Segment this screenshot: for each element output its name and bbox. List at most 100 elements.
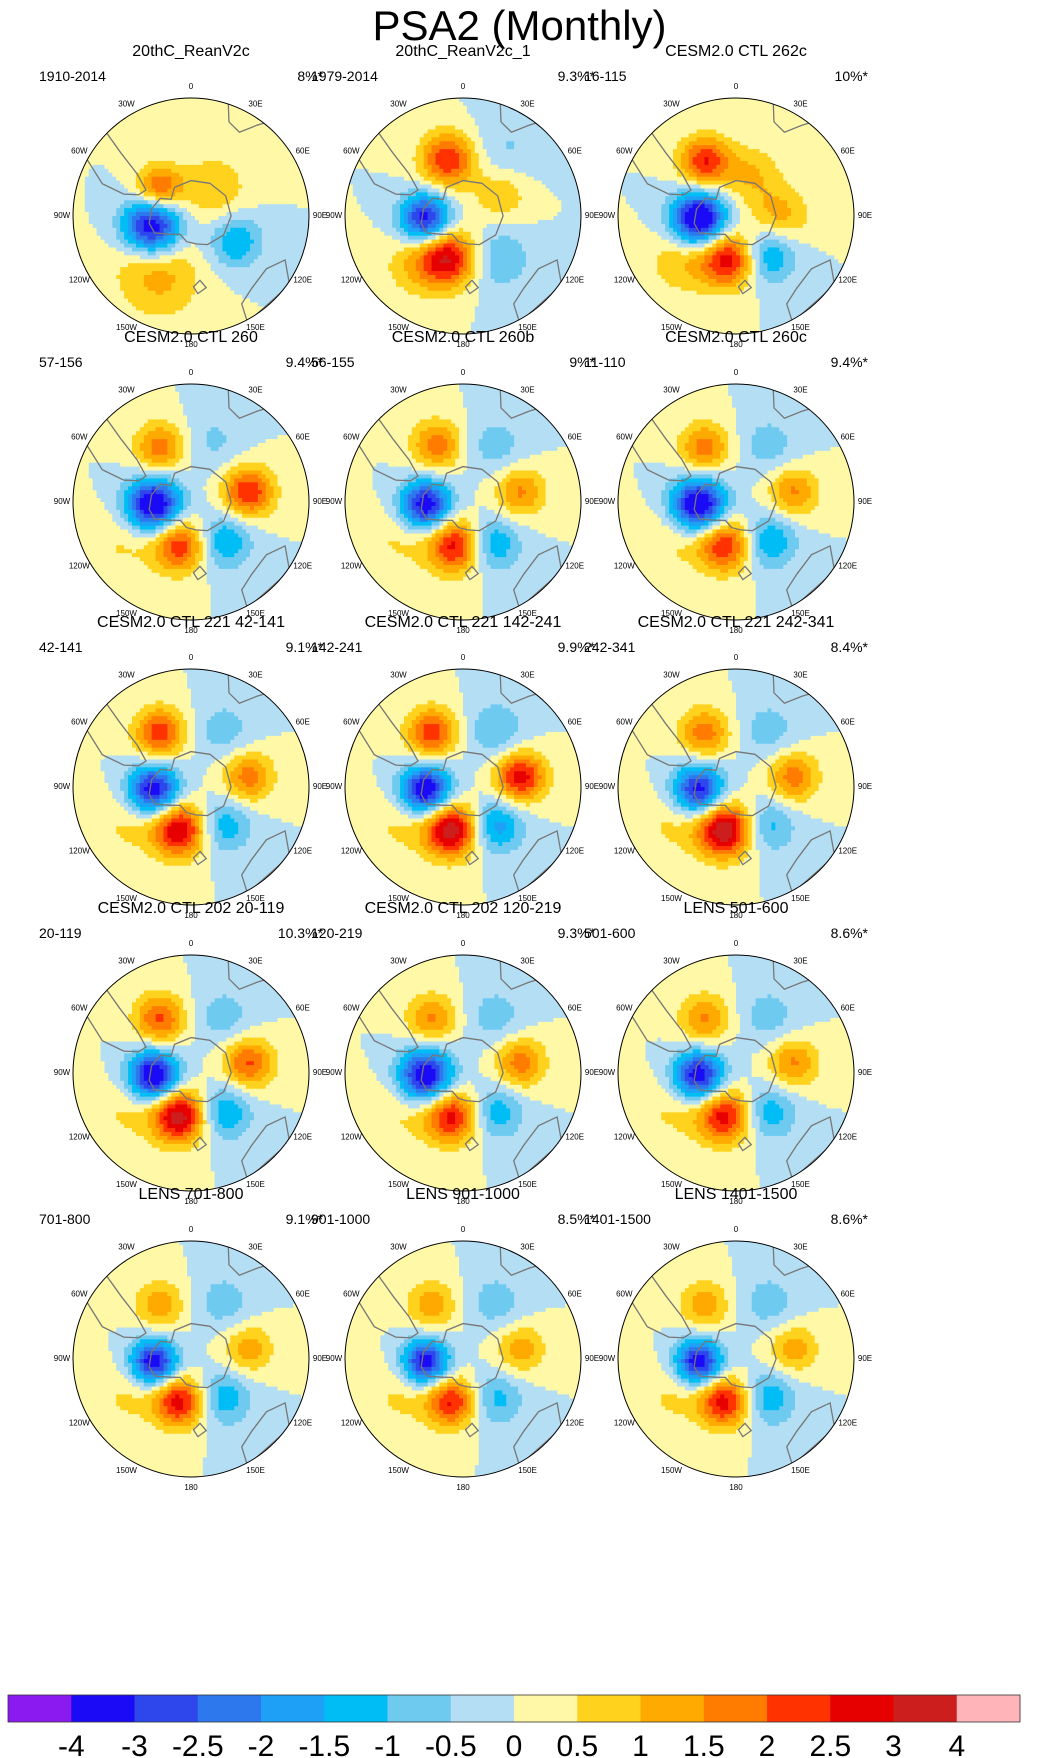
longitude-tick-label: 150W (661, 894, 682, 903)
panel-variance: 10.3%* (278, 925, 324, 941)
longitude-tick-label: 60E (568, 433, 582, 442)
longitude-tick-label: 150W (116, 1466, 137, 1475)
panel-variance: 8.4%* (831, 639, 869, 655)
longitude-tick-label: 30E (793, 670, 807, 679)
panel-period: 1401-1500 (584, 1211, 651, 1227)
map-panel: CESM2.0 CTL 221 42-141 42-141 9.1%* 0 30E 60E… (39, 614, 327, 920)
longitude-tick-label: 30E (793, 956, 807, 965)
antarctica-coast (420, 750, 504, 817)
longitude-tick-label: 0 (189, 1225, 194, 1234)
colorbar-swatch (703, 1695, 768, 1722)
longitude-tick-label: 120W (69, 276, 90, 285)
field-raster (618, 1241, 854, 1477)
colorbar-label: 1 (632, 1730, 649, 1758)
panel-period: 11-110 (584, 354, 626, 370)
panel-title: LENS 1401-1500 (675, 1186, 798, 1203)
longitude-tick-label: 120E (565, 562, 584, 571)
longitude-tick-label: 90W (326, 211, 343, 220)
new-zealand-coast (192, 1422, 208, 1438)
antarctica-coast (420, 1322, 504, 1389)
south-america-coast (83, 1271, 147, 1339)
longitude-tick-label: 90E (313, 782, 327, 791)
field-raster (73, 98, 309, 334)
south-america-coast (83, 985, 147, 1053)
longitude-tick-label: 90E (585, 782, 599, 791)
panel-period: 1910-2014 (39, 68, 106, 84)
antarctica-coast (148, 179, 232, 246)
longitude-tick-label: 60W (71, 433, 88, 442)
longitude-tick-label: 90E (858, 497, 872, 506)
africa-coast (227, 101, 271, 133)
africa-coast (772, 387, 816, 419)
panel-period: 701-800 (39, 1211, 91, 1227)
panel-title: CESM2.0 CTL 202 120-219 (365, 900, 562, 917)
panel-variance: 9.3%* (558, 68, 596, 84)
panel-title: 20thC_ReanV2c (132, 43, 249, 60)
new-zealand-coast (464, 565, 480, 581)
longitude-tick-label: 0 (734, 82, 739, 91)
panel-variance: 8%* (297, 68, 323, 84)
longitude-tick-label: 30E (248, 385, 262, 394)
longitude-tick-label: 150E (518, 894, 537, 903)
longitude-tick-label: 150W (116, 1180, 137, 1189)
longitude-tick-label: 60E (296, 1004, 310, 1013)
figure-title: PSA2 (Monthly) (0, 2, 1039, 50)
longitude-tick-label: 0 (461, 653, 466, 662)
longitude-tick-label: 60E (841, 1290, 855, 1299)
colorbar-outline (7, 1694, 1021, 1723)
field-raster (345, 98, 581, 334)
south-america-coast (628, 1271, 692, 1339)
longitude-tick-label: 150W (116, 894, 137, 903)
map-border (344, 97, 582, 335)
longitude-tick-label: 180 (184, 1483, 198, 1492)
longitude-tick-label: 30W (390, 99, 407, 108)
map-border (344, 954, 582, 1192)
longitude-tick-label: 90E (858, 211, 872, 220)
longitude-tick-label: 30W (118, 99, 135, 108)
longitude-tick-label: 150W (388, 1466, 409, 1475)
longitude-tick-label: 60W (616, 147, 633, 156)
panel-variance: 9.3%* (558, 925, 596, 941)
longitude-tick-label: 30E (793, 1242, 807, 1251)
longitude-tick-label: 120W (341, 276, 362, 285)
longitude-tick-label: 60E (568, 718, 582, 727)
panel-title: LENS 901-1000 (406, 1186, 520, 1203)
new-zealand-coast (464, 1136, 480, 1152)
colorbar-label: -2.5 (172, 1730, 224, 1758)
south-america-coast (628, 128, 692, 196)
longitude-tick-label: 60W (71, 718, 88, 727)
new-zealand-coast (737, 1136, 753, 1152)
longitude-tick-label: 150W (116, 323, 137, 332)
longitude-tick-label: 30W (390, 670, 407, 679)
longitude-tick-label: 90W (599, 497, 616, 506)
longitude-tick-label: 180 (456, 1483, 470, 1492)
south-america-coast (628, 699, 692, 767)
longitude-tick-label: 90E (858, 1068, 872, 1077)
longitude-tick-label: 0 (461, 368, 466, 377)
panel-title: CESM2.0 CTL 260c (665, 329, 807, 346)
panel-title: CESM2.0 CTL 202 20-119 (98, 900, 285, 917)
longitude-tick-label: 120E (293, 847, 312, 856)
colorbar-swatch (830, 1695, 894, 1722)
longitude-tick-label: 150E (791, 894, 810, 903)
panel-period: 242-341 (584, 639, 636, 655)
south-america-coast (83, 699, 147, 767)
longitude-tick-label: 30W (663, 670, 680, 679)
longitude-tick-label: 60E (841, 718, 855, 727)
longitude-tick-label: 30E (520, 670, 534, 679)
longitude-tick-label: 30W (118, 385, 135, 394)
longitude-tick-label: 120W (341, 847, 362, 856)
longitude-tick-label: 90W (326, 497, 343, 506)
colorbar-label: -2 (248, 1730, 275, 1758)
panel-period: 120-219 (311, 925, 363, 941)
new-zealand-coast (464, 850, 480, 866)
panel-title: LENS 701-800 (139, 1186, 244, 1203)
longitude-tick-label: 60W (616, 433, 633, 442)
coastlines (628, 1244, 836, 1467)
longitude-tick-label: 30E (793, 99, 807, 108)
africa-coast (772, 958, 816, 990)
map-panel: LENS 901-1000 901-1000 8.5%* 0 30E 60E 90E 120E… (311, 1186, 599, 1492)
africa-coast (499, 1244, 543, 1276)
map-border (72, 97, 310, 335)
